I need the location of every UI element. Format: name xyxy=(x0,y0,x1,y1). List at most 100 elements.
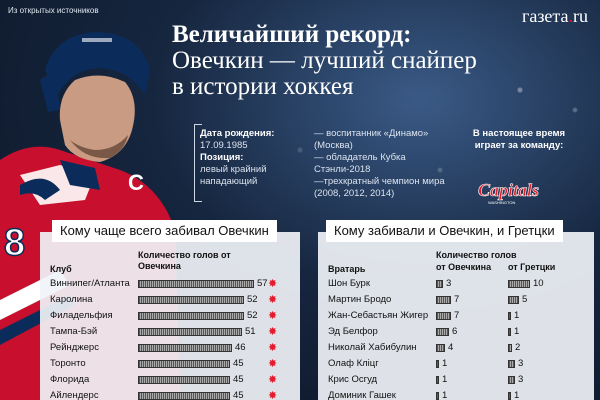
bio-panel: Дата рождения: 17.09.1985 Позиция: левый… xyxy=(194,124,596,216)
goals-bar xyxy=(138,392,230,400)
ovechkin-bar xyxy=(436,296,451,304)
right-table-row: Николай Хабибулин 4 2 xyxy=(328,340,588,356)
gretzky-goals: 1 xyxy=(514,310,520,321)
col-goals-ovechkin: Количество голов от Овечкина xyxy=(138,250,231,271)
col-gretzky: от Гретцки xyxy=(508,262,556,272)
record-star-icon: ✸ xyxy=(268,278,278,290)
goalie-name: Эд Белфор xyxy=(328,326,378,337)
gretzky-goals: 3 xyxy=(518,358,524,369)
goals-value: 46 xyxy=(235,342,246,353)
left-table-row: Айлендерс 45 ✸ xyxy=(50,388,290,400)
record-star-icon: ✸ xyxy=(268,390,278,400)
right-table-row: Жан-Себастьян Жигер 7 1 xyxy=(328,308,588,324)
goals-bar xyxy=(138,328,242,336)
fact-2: — обладатель Кубка Стэнли-2018 xyxy=(314,152,406,175)
ovechkin-goals: 6 xyxy=(452,326,458,337)
goals-value: 51 xyxy=(245,326,256,337)
gretzky-bar xyxy=(508,360,515,368)
gretzky-goals: 5 xyxy=(522,294,528,305)
fact-1: — воспитанник «Динамо» (Москва) xyxy=(314,128,429,151)
left-table-panel: Клуб Количество голов от Овечкина Виннип… xyxy=(40,232,300,400)
goals-bar xyxy=(138,360,230,368)
birth-label: Дата рождения: xyxy=(200,128,275,139)
right-table-row: Доминик Гашек 1 1 xyxy=(328,388,588,400)
col-goals: Количество голов xyxy=(436,250,517,260)
ovechkin-bar xyxy=(436,344,445,352)
right-table-row: Крис Осгуд 1 3 xyxy=(328,372,588,388)
goalie-name: Крис Осгуд xyxy=(328,374,378,385)
left-table-row: Флорида 45 ✸ xyxy=(50,372,290,388)
record-star-icon: ✸ xyxy=(268,294,278,306)
capitals-wordmark: Capitals xyxy=(478,180,539,200)
ovechkin-goals: 1 xyxy=(442,358,448,369)
goals-bar xyxy=(138,280,254,288)
jersey-number: 8 xyxy=(4,222,25,264)
col-club: Клуб xyxy=(50,264,72,274)
ovechkin-goals: 7 xyxy=(454,294,460,305)
left-table-row: Рейнджерс 46 ✸ xyxy=(50,340,290,356)
ovechkin-bar xyxy=(436,312,451,320)
headline-line3: в истории хоккея xyxy=(172,73,354,100)
record-star-icon: ✸ xyxy=(268,310,278,322)
club-name: Айлендерс xyxy=(50,390,99,400)
logo-text: газета xyxy=(521,6,569,26)
position-value: левый крайний нападающий xyxy=(200,164,267,187)
club-name: Торонто xyxy=(50,358,86,369)
goalie-name: Олаф Кліцг xyxy=(328,358,379,369)
goals-value: 45 xyxy=(233,374,244,385)
goalie-name: Мартин Бродо xyxy=(328,294,392,305)
club-name: Виннипег/Атланта xyxy=(50,278,130,289)
capitals-logo: Capitals WASHINGTON xyxy=(478,180,540,205)
gazeta-logo[interactable]: газета.ru xyxy=(522,6,588,27)
goals-value: 52 xyxy=(247,310,258,321)
gretzky-goals: 3 xyxy=(518,374,524,385)
gretzky-bar xyxy=(508,376,515,384)
fact-3: —трехкратный чемпион мира (2008, 2012, 2… xyxy=(314,176,445,199)
ovechkin-bar xyxy=(436,280,443,288)
headline-line1: Величайший рекорд: xyxy=(172,21,412,48)
bio-bracket xyxy=(194,124,202,202)
bio-personal: Дата рождения: 17.09.1985 Позиция: левый… xyxy=(200,128,308,188)
logo-suffix: ru xyxy=(573,6,588,26)
ovechkin-goals: 7 xyxy=(454,310,460,321)
left-table-row: Каролина 52 ✸ xyxy=(50,292,290,308)
record-star-icon: ✸ xyxy=(268,374,278,386)
headline: Величайший рекорд: Овечкин — лучший снай… xyxy=(172,22,592,100)
gretzky-goals: 1 xyxy=(514,326,520,337)
gretzky-goals: 2 xyxy=(515,342,521,353)
gretzky-bar xyxy=(508,296,519,304)
club-name: Тампа-Бэй xyxy=(50,326,98,337)
headline-line2: Овечкин — лучший снайпер xyxy=(172,47,477,74)
goalie-name: Шон Бурк xyxy=(328,278,370,289)
goals-bar xyxy=(138,312,244,320)
capitals-subtext: WASHINGTON xyxy=(488,200,515,205)
gretzky-bar xyxy=(508,328,511,336)
right-table-row: Шон Бурк 3 10 xyxy=(328,276,588,292)
left-table-title: Кому чаще всего забивал Овечкин xyxy=(52,220,277,242)
ovechkin-bar xyxy=(436,328,449,336)
position-label: Позиция: xyxy=(200,152,244,163)
logo-dot: . xyxy=(568,6,574,26)
goalie-name: Николай Хабибулин xyxy=(328,342,417,353)
captain-letter: C xyxy=(128,170,144,195)
goals-bar xyxy=(138,296,244,304)
right-table-row: Мартин Бродо 7 5 xyxy=(328,292,588,308)
goals-bar xyxy=(138,376,230,384)
team-label: В настоящее время играет за команду: xyxy=(472,128,566,151)
club-name: Филадельфия xyxy=(50,310,113,321)
left-table-row: Торонто 45 ✸ xyxy=(50,356,290,372)
gretzky-goals: 10 xyxy=(533,278,544,289)
right-table-row: Эд Белфор 6 1 xyxy=(328,324,588,340)
ovechkin-bar xyxy=(436,376,439,384)
record-star-icon: ✸ xyxy=(268,342,278,354)
ovechkin-bar xyxy=(436,392,439,400)
bio-facts: — воспитанник «Динамо» (Москва) — облада… xyxy=(314,128,464,200)
ovechkin-goals: 1 xyxy=(442,374,448,385)
goals-value: 45 xyxy=(233,390,244,400)
left-table-row: Тампа-Бэй 51 ✸ xyxy=(50,324,290,340)
gretzky-bar xyxy=(508,344,512,352)
gretzky-goals: 1 xyxy=(514,390,520,400)
right-table-title: Кому забивали и Овечкин, и Гретцки xyxy=(326,220,563,242)
ovechkin-goals: 1 xyxy=(442,390,448,400)
ovechkin-goals: 4 xyxy=(448,342,454,353)
